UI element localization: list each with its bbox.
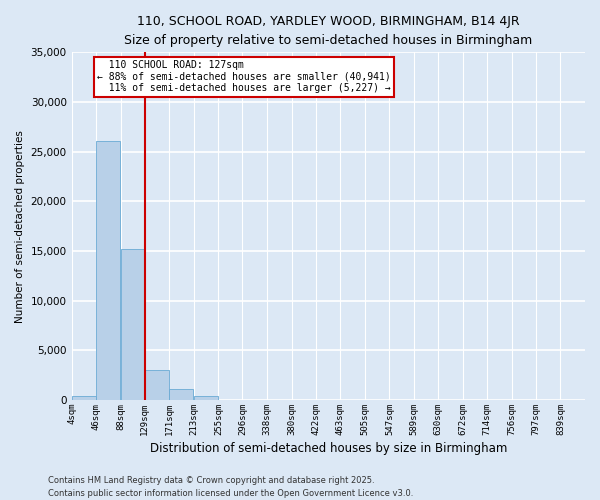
Bar bbox=[169, 389, 193, 400]
Y-axis label: Number of semi-detached properties: Number of semi-detached properties bbox=[15, 130, 25, 322]
Title: 110, SCHOOL ROAD, YARDLEY WOOD, BIRMINGHAM, B14 4JR
Size of property relative to: 110, SCHOOL ROAD, YARDLEY WOOD, BIRMINGH… bbox=[124, 15, 532, 47]
X-axis label: Distribution of semi-detached houses by size in Birmingham: Distribution of semi-detached houses by … bbox=[149, 442, 507, 455]
Bar bbox=[194, 396, 218, 400]
Bar bbox=[121, 249, 145, 400]
Text: 110 SCHOOL ROAD: 127sqm
← 88% of semi-detached houses are smaller (40,941)
  11%: 110 SCHOOL ROAD: 127sqm ← 88% of semi-de… bbox=[97, 60, 391, 94]
Bar bbox=[145, 370, 169, 400]
Text: Contains HM Land Registry data © Crown copyright and database right 2025.
Contai: Contains HM Land Registry data © Crown c… bbox=[48, 476, 413, 498]
Bar bbox=[71, 396, 95, 400]
Bar bbox=[96, 140, 120, 400]
